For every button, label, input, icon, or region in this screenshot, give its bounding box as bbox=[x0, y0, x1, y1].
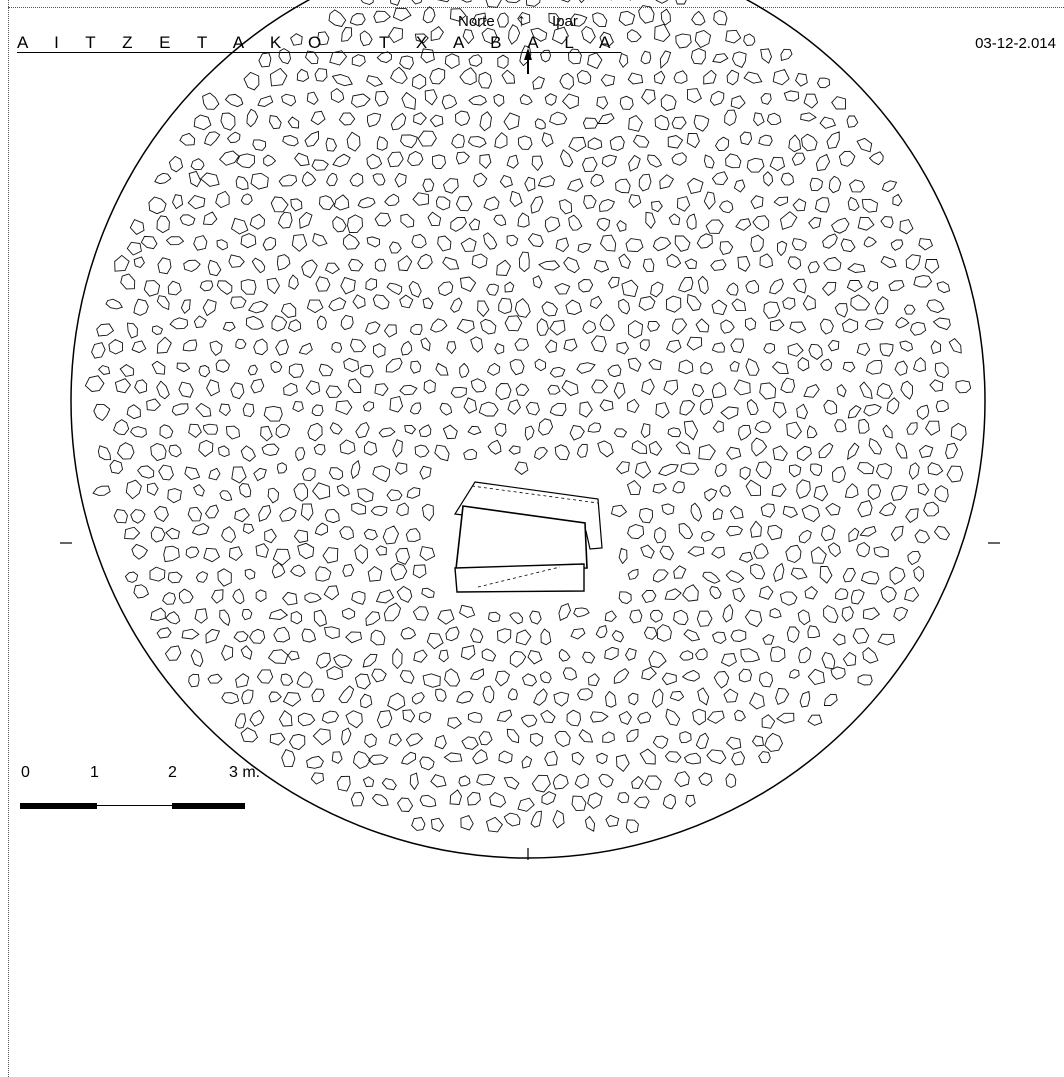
scale-segment-3 bbox=[172, 803, 245, 809]
lower-slab bbox=[454, 563, 585, 593]
slab-dashed-line bbox=[477, 566, 561, 588]
scale-label-1: 1 bbox=[90, 764, 99, 781]
date-label: 03-12-2.014 bbox=[975, 35, 1056, 52]
sheet-border-left bbox=[8, 0, 9, 1077]
mound-outline bbox=[70, 0, 986, 859]
scale-bar bbox=[20, 803, 245, 809]
scale-segment-1 bbox=[20, 803, 97, 809]
chamber-slab bbox=[455, 505, 588, 570]
central-chamber bbox=[448, 469, 603, 593]
scale-label-2: 2 bbox=[168, 764, 177, 781]
axis-ticks bbox=[60, 48, 1000, 860]
stone-pattern bbox=[84, 0, 972, 834]
scale-label-3: 3 m. bbox=[229, 764, 261, 781]
north-arrow-icon: ↑ bbox=[516, 10, 526, 30]
scale-segment-2 bbox=[97, 805, 172, 806]
stones-path bbox=[84, 0, 972, 834]
scale-label-0: 0 bbox=[21, 764, 30, 781]
page-title: A I T Z E T A K O T X A B A L A bbox=[17, 33, 622, 52]
sheet-border-top bbox=[8, 7, 1064, 8]
north-tick-icon bbox=[524, 48, 532, 60]
